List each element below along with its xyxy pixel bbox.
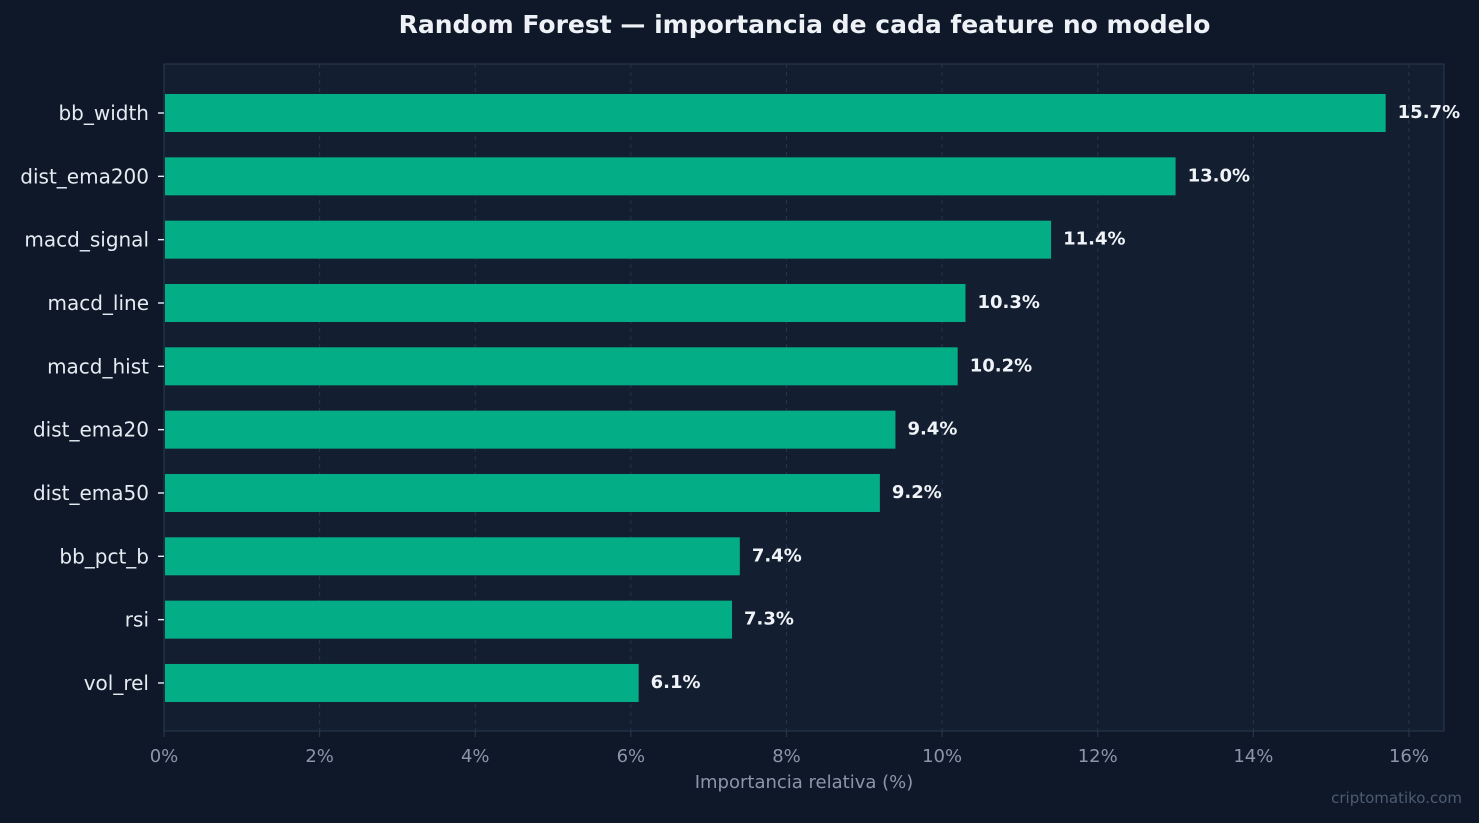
x-tick-label: 8%: [772, 746, 801, 767]
y-tick-label: dist_ema50: [33, 481, 149, 505]
value-label: 13.0%: [1188, 165, 1250, 186]
value-label: 10.3%: [977, 292, 1039, 313]
value-label: 9.4%: [907, 419, 957, 440]
x-tick-label: 6%: [617, 746, 646, 767]
bar-rsi: [165, 600, 733, 639]
bar-dist_ema20: [165, 410, 896, 449]
y-tick-label: bb_width: [58, 101, 149, 125]
bar-vol_rel: [165, 663, 639, 702]
y-tick-label: rsi: [125, 608, 149, 632]
bar-dist_ema200: [165, 157, 1176, 196]
x-axis: 0% 2% 4% 6% 8% 10% 12% 14% 16%: [150, 731, 1429, 767]
y-axis: bb_width dist_ema200 macd_signal macd_linem…: [20, 101, 164, 695]
bar-bb_pct_b: [165, 537, 740, 576]
x-tick-label: 16%: [1389, 746, 1429, 767]
value-label: 7.3%: [744, 609, 794, 630]
bar-bb_width: [165, 94, 1386, 132]
y-tick-label: bb_pct_b: [59, 544, 149, 568]
y-tick-label: vol_rel: [84, 671, 149, 695]
value-label: 6.1%: [651, 672, 701, 693]
bar-macd_line: [165, 283, 966, 322]
bar-macd_hist: [165, 347, 958, 386]
x-axis-label: Importancia relativa (%): [695, 772, 914, 793]
bar-dist_ema50: [165, 473, 880, 512]
chart-title: Random Forest — importancia de cada feat…: [398, 10, 1211, 39]
x-tick-label: 2%: [305, 746, 334, 767]
watermark: criptomatiko.com: [1331, 789, 1462, 807]
value-label: 10.2%: [970, 355, 1032, 376]
bar-macd_signal: [165, 220, 1052, 259]
x-tick-label: 12%: [1078, 746, 1118, 767]
y-tick-label: macd_line: [47, 291, 149, 315]
value-label: 15.7%: [1398, 102, 1460, 123]
value-labels: 15.7% 13.0% 11.4% 10.3% 10.2% 9.4% 9.2% 7.4% 7.3…: [651, 102, 1460, 693]
y-tick-label: macd_hist: [47, 354, 149, 378]
y-tick-label: dist_ema200: [20, 164, 149, 188]
y-tick-label: dist_ema20: [33, 418, 149, 442]
x-tick-label: 0%: [150, 746, 179, 767]
x-tick-label: 14%: [1233, 746, 1273, 767]
x-tick-label: 4%: [461, 746, 490, 767]
value-label: 7.4%: [752, 545, 802, 566]
value-label: 9.2%: [892, 482, 942, 503]
bars: [165, 94, 1386, 702]
value-label: 11.4%: [1063, 229, 1125, 250]
y-tick-label: macd_signal: [24, 228, 149, 252]
x-tick-label: 10%: [922, 746, 962, 767]
